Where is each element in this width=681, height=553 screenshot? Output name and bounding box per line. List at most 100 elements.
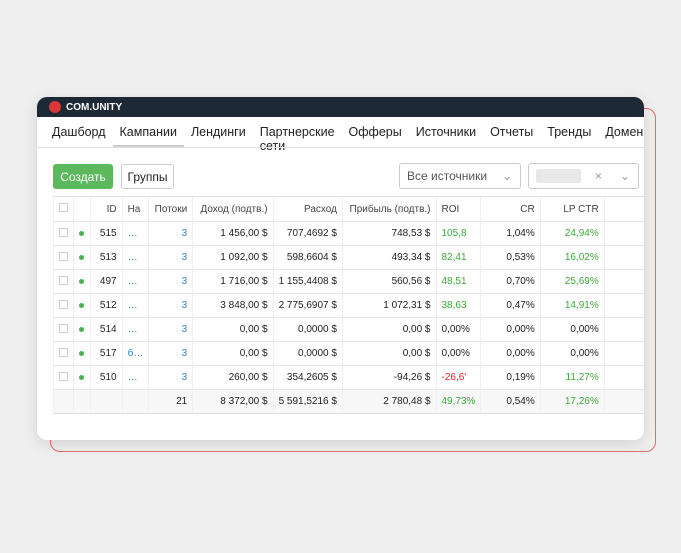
nav-item[interactable]: Тренды xyxy=(547,125,592,139)
cell: 260,00 $ xyxy=(192,365,274,390)
cell: 598,6604 $ xyxy=(272,245,343,270)
cell: … xyxy=(121,317,149,342)
status-cell xyxy=(73,245,91,270)
blurred-value xyxy=(536,169,581,183)
cell: 514 xyxy=(89,317,123,342)
cell: 0,00 $ xyxy=(341,341,436,366)
campaign-row[interactable]: 515… 3 1 456,00 $707,4692 $748,53 $105,8 1,… xyxy=(53,221,644,246)
spacer xyxy=(603,293,644,318)
checkbox[interactable] xyxy=(59,203,68,212)
cell: 0,00% xyxy=(435,341,481,366)
cell[interactable]: 3 xyxy=(148,317,193,342)
column-header[interactable]: Прибыль (подтв.) xyxy=(341,196,436,222)
checkbox[interactable] xyxy=(59,371,68,381)
cell: б… xyxy=(121,341,149,366)
logo-icon xyxy=(49,101,61,113)
groups-button[interactable]: Группы xyxy=(121,164,174,189)
checkbox[interactable] xyxy=(59,275,68,285)
column-header[interactable]: Потоки xyxy=(148,196,193,222)
nav: Дашборд Кампании Лендинги Партнерские сети О… xyxy=(45,120,644,153)
spacer xyxy=(603,317,644,342)
cell: 0,00% xyxy=(480,341,541,366)
campaign-row[interactable]: 514… 3 0,00 $0,0000 $0,00 $0,00% 0,00% 0,00% xyxy=(53,317,644,342)
create-button[interactable]: Создать xyxy=(53,164,113,189)
cell: 48,51 xyxy=(435,269,481,294)
header-row: ID На Потоки Доход (подтв.) Расход Прибыль (п… xyxy=(53,196,644,222)
cell: 0,00% xyxy=(480,317,541,342)
cell: -26,6' xyxy=(435,365,481,390)
total-cell: 49,73% xyxy=(435,389,481,414)
status-cell xyxy=(73,269,91,294)
checkbox[interactable] xyxy=(59,323,68,333)
spacer xyxy=(603,221,644,246)
status-dot xyxy=(79,375,85,380)
cell[interactable]: 3 xyxy=(148,221,193,246)
filter-select[interactable]: × ⌄ xyxy=(528,163,639,189)
empty-cell xyxy=(121,389,149,414)
cell: 0,00% xyxy=(539,341,605,366)
status-dot xyxy=(79,231,85,236)
cell: 11,27% xyxy=(539,365,605,390)
nav-item[interactable]: Лендинги xyxy=(190,125,246,139)
campaign-row[interactable]: 513… 3 1 092,00 $598,6604 $493,34 $82,41 0,… xyxy=(53,245,644,270)
campaign-row[interactable]: 517 б… 3 0,00 $0,0000 $0,00 $0,00% 0,00% 0,00… xyxy=(53,341,644,366)
checkbox-cell xyxy=(53,196,74,222)
checkbox[interactable] xyxy=(59,347,68,357)
logo: COM.UNITY xyxy=(66,101,123,113)
nav-item[interactable]: Домены xyxy=(605,125,644,139)
column-header[interactable]: На xyxy=(121,196,149,222)
total-cell: 2 780,48 $ xyxy=(341,389,436,414)
chevron: ⌄ xyxy=(619,169,630,183)
cell[interactable]: 3 xyxy=(148,269,193,294)
campaign-row[interactable]: 497… 3 1 716,00 $1 155,4408 $560,56 $48,51… xyxy=(53,269,644,294)
checkbox[interactable] xyxy=(59,251,68,261)
checkbox[interactable] xyxy=(59,299,68,309)
cell: 0,00% xyxy=(539,317,605,342)
column-header[interactable]: ROI xyxy=(435,196,481,222)
cell: … xyxy=(121,293,149,318)
cell: 1 155,4408 $ xyxy=(272,269,343,294)
campaign-row[interactable]: 510… 3 260,00 $354,2605 $ -94,26 $ -26,6' 0,1… xyxy=(53,365,644,390)
column-header[interactable]: LP CTR xyxy=(539,196,605,222)
total-cell: 0,54% xyxy=(480,389,541,414)
column-header[interactable]: Расход xyxy=(272,196,343,222)
nav-item[interactable]: Офферы xyxy=(348,125,402,139)
campaigns-table: ID На Потоки Доход (подтв.) Расход Прибыль (п… xyxy=(53,196,644,414)
cell: 513 xyxy=(89,245,123,270)
cell: … xyxy=(121,365,149,390)
cell[interactable]: 3 xyxy=(148,293,193,318)
cell[interactable]: 3 xyxy=(148,245,193,270)
column-header[interactable]: ID xyxy=(89,196,123,222)
column-header[interactable]: CR xyxy=(480,196,541,222)
cell[interactable]: 3 xyxy=(148,341,193,366)
checkbox[interactable] xyxy=(59,227,68,237)
nav-item[interactable]: Партнерские сети xyxy=(259,125,335,153)
cell: 14,91% xyxy=(539,293,605,318)
divider xyxy=(37,147,644,148)
cell: 0,00 $ xyxy=(192,317,274,342)
empty-cell xyxy=(53,389,74,414)
cell: 16,02% xyxy=(539,245,605,270)
column-header[interactable]: Доход (подтв.) xyxy=(192,196,274,222)
empty-cell xyxy=(73,389,91,414)
nav-item[interactable]: Кампании xyxy=(112,120,184,147)
cell: 38,63 xyxy=(435,293,481,318)
cell[interactable]: 3 xyxy=(148,365,193,390)
spacer xyxy=(603,245,644,270)
status-cell xyxy=(73,317,91,342)
status-dot xyxy=(79,303,85,308)
cell: 1 092,00 $ xyxy=(192,245,274,270)
status-cell xyxy=(73,293,91,318)
campaign-row[interactable]: 512… 3 3 848,00 $2 775,6907 $1 072,31 $38,… xyxy=(53,293,644,318)
nav-item[interactable]: Источники xyxy=(415,125,477,139)
top-bar: COM.UNITY xyxy=(37,97,644,117)
cell: 0,19% xyxy=(480,365,541,390)
checkbox-cell xyxy=(53,269,74,294)
status-cell xyxy=(73,365,91,390)
cell: 497 xyxy=(89,269,123,294)
nav-item[interactable]: Дашборд xyxy=(52,125,106,139)
source-select[interactable]: Все источники ⌄ xyxy=(399,163,521,189)
cell: 560,56 $ xyxy=(341,269,436,294)
nav-item[interactable]: Отчеты xyxy=(490,125,534,139)
